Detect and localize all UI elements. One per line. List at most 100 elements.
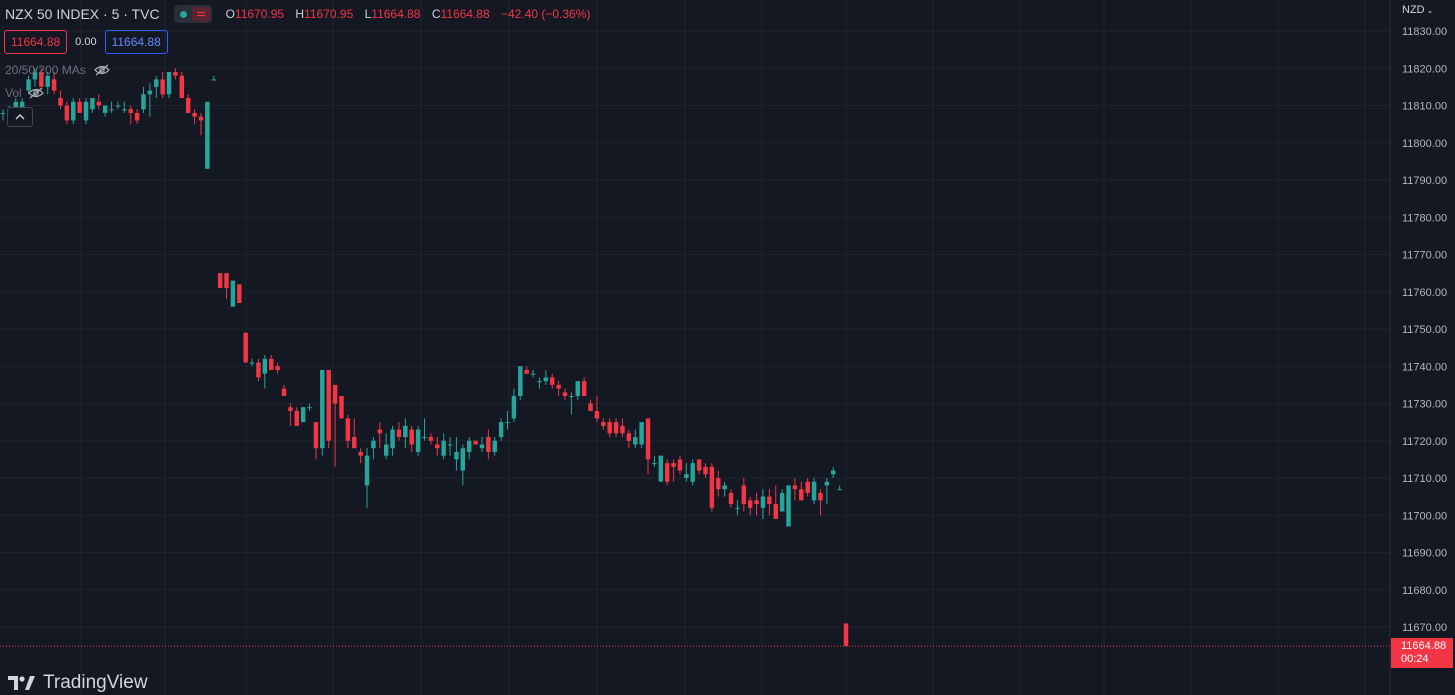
candle-body bbox=[760, 496, 766, 508]
candle bbox=[447, 437, 453, 456]
candle-body bbox=[575, 381, 581, 397]
candle bbox=[537, 377, 542, 389]
candle-body bbox=[690, 463, 695, 482]
candle bbox=[77, 98, 82, 113]
candle-body bbox=[147, 90, 153, 95]
candle-body bbox=[230, 280, 236, 307]
candle-body bbox=[115, 105, 121, 107]
candle bbox=[249, 358, 255, 367]
candle bbox=[460, 444, 466, 486]
candle-body bbox=[645, 418, 651, 460]
candle-body bbox=[141, 94, 146, 110]
candle-body bbox=[249, 362, 255, 364]
candle-body bbox=[122, 109, 127, 111]
tradingview-logo[interactable]: TradingView bbox=[7, 672, 148, 694]
candle bbox=[345, 414, 351, 449]
candle-body bbox=[741, 485, 747, 505]
candle bbox=[837, 485, 842, 491]
candle bbox=[396, 422, 402, 441]
candle-body bbox=[256, 362, 261, 378]
candle bbox=[262, 355, 268, 389]
candle bbox=[288, 403, 293, 426]
candle bbox=[371, 437, 376, 460]
candle-body bbox=[288, 407, 293, 411]
candle bbox=[198, 112, 204, 136]
candle-body bbox=[473, 440, 478, 445]
candle bbox=[45, 71, 50, 95]
candle bbox=[134, 109, 140, 125]
candle bbox=[109, 101, 114, 113]
candle-body bbox=[262, 358, 268, 374]
candle-body bbox=[224, 273, 229, 289]
candle bbox=[32, 68, 38, 87]
hidden-eye-icon[interactable] bbox=[93, 64, 110, 76]
candle bbox=[843, 623, 849, 647]
last-price-value: 11664.88 bbox=[1401, 640, 1447, 652]
candle-body bbox=[671, 463, 676, 467]
candle-body bbox=[773, 504, 778, 519]
candle-body bbox=[422, 437, 427, 439]
market-open-dot-icon bbox=[179, 10, 187, 18]
candle-body bbox=[498, 422, 504, 438]
open-label: O bbox=[225, 7, 235, 21]
close-label: C bbox=[431, 7, 441, 21]
candle bbox=[492, 437, 497, 456]
candle bbox=[90, 98, 95, 113]
candle-body bbox=[294, 410, 300, 426]
candle bbox=[607, 418, 612, 438]
candle-body bbox=[217, 273, 223, 289]
candle bbox=[543, 369, 549, 385]
candle bbox=[818, 489, 823, 516]
candle-body bbox=[747, 500, 753, 508]
candle bbox=[454, 437, 459, 471]
candle-body bbox=[352, 437, 357, 449]
candle-body bbox=[492, 440, 497, 452]
market-status[interactable] bbox=[173, 5, 212, 23]
candle bbox=[779, 489, 785, 512]
candle bbox=[633, 429, 638, 449]
candle-body bbox=[505, 422, 510, 424]
candle-body bbox=[613, 422, 619, 434]
buy-button[interactable]: 11664.88 bbox=[104, 30, 168, 54]
price-tick-label: 11750.00 bbox=[1402, 324, 1447, 336]
candle bbox=[422, 418, 427, 441]
candle bbox=[428, 433, 434, 445]
candles bbox=[0, 68, 849, 647]
tradingview-logo-icon bbox=[8, 676, 35, 690]
sell-button[interactable]: 11664.88 bbox=[4, 30, 68, 54]
candle bbox=[773, 485, 778, 519]
collapse-legend-button[interactable] bbox=[7, 107, 33, 127]
candle bbox=[128, 105, 133, 125]
hidden-eye-icon[interactable] bbox=[27, 87, 44, 99]
ma-indicator-label: 20/50/200 MAs bbox=[5, 63, 86, 77]
candle bbox=[671, 459, 676, 482]
candle-body bbox=[403, 425, 408, 438]
candle-body bbox=[511, 396, 517, 419]
candle bbox=[626, 429, 632, 449]
candle bbox=[716, 470, 721, 497]
vol-indicator-label: Vol bbox=[5, 86, 22, 100]
close-value: 11664.88 bbox=[440, 7, 490, 21]
spread-value: 0.00 bbox=[75, 36, 97, 48]
candle bbox=[569, 392, 574, 415]
ma-indicator[interactable]: 20/50/200 MAs bbox=[5, 63, 110, 77]
candle-body bbox=[383, 444, 389, 456]
candle bbox=[441, 433, 446, 460]
candle bbox=[173, 68, 178, 80]
currency-selector[interactable]: NZD ⌄ bbox=[1402, 4, 1433, 16]
candle-body bbox=[537, 381, 542, 383]
candle-body bbox=[530, 373, 536, 375]
candle-body bbox=[549, 377, 555, 385]
candle-body bbox=[300, 407, 306, 423]
candle-body bbox=[799, 489, 804, 501]
candle-body bbox=[71, 101, 76, 121]
price-tick-label: 11680.00 bbox=[1402, 585, 1447, 597]
candle bbox=[511, 388, 517, 423]
candle-body bbox=[594, 410, 600, 419]
symbol-title[interactable]: NZX 50 INDEX · 5 · TVC bbox=[5, 6, 160, 22]
candle-body bbox=[32, 71, 38, 80]
candle-body bbox=[313, 422, 319, 449]
vol-indicator[interactable]: Vol bbox=[5, 86, 44, 100]
price-axis[interactable]: 11670.00 11680.00 11690.00 11700.00 11710.00… bbox=[1389, 0, 1447, 695]
